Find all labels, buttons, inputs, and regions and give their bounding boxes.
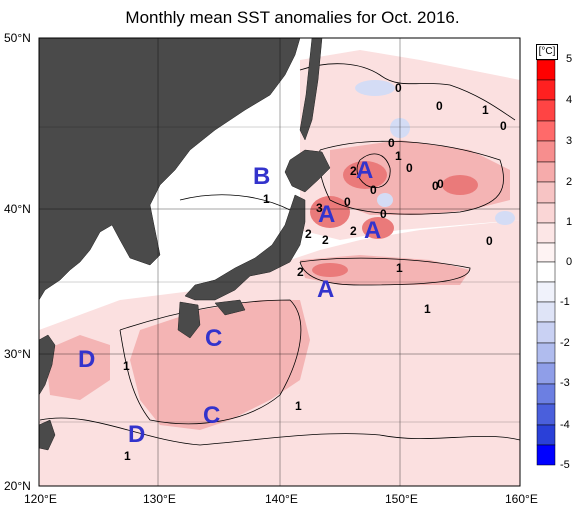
region-label-c: C <box>203 402 220 429</box>
lon-label: 120°E <box>24 492 57 506</box>
contour-label: 3 <box>316 201 323 215</box>
colorbar-tick: 1 <box>566 216 573 228</box>
contour-label: 1 <box>263 192 270 206</box>
region-label-d: D <box>128 421 145 448</box>
honshu <box>184 194 306 301</box>
contour-label: 1 <box>395 149 402 163</box>
contour-label: 0 <box>406 161 413 175</box>
lat-label: 20°N <box>4 479 31 493</box>
anomaly-region-strong <box>442 175 478 195</box>
region-label-a: A <box>317 276 334 303</box>
contour-label: 2 <box>350 164 357 178</box>
contour-label: 1 <box>424 302 431 316</box>
contour-label: 0 <box>344 195 351 209</box>
continent <box>38 37 301 301</box>
contour-label: 1 <box>123 359 130 373</box>
contour-label: 0 <box>437 177 444 191</box>
colorbar-tick: -1 <box>560 296 570 308</box>
lat-label: 40°N <box>4 202 31 216</box>
anomaly-region-strong <box>343 161 387 189</box>
contour-label: 0 <box>395 81 402 95</box>
shikoku <box>214 299 246 316</box>
colorbar-tick: 5 <box>566 53 573 65</box>
lon-label: 130°E <box>143 492 176 506</box>
anomaly-region-cold <box>355 80 395 96</box>
lat-label: 50°N <box>4 31 31 45</box>
map-frame <box>38 37 521 487</box>
colorbar-tick: 4 <box>566 94 573 106</box>
contour-label: 1 <box>482 103 489 117</box>
land <box>38 37 331 451</box>
colorbar-tick: 0 <box>566 256 573 268</box>
colorbar-tick: -4 <box>560 419 570 431</box>
anomaly-region-mid <box>330 140 510 215</box>
lon-label: 140°E <box>265 492 298 506</box>
contour-label: 2 <box>297 265 304 279</box>
region-label-a: A <box>356 157 373 184</box>
contour-labels: 0 0 1 0 0 1 0 0 2 3 0 2 0 0 1 2 2 2 1 1 … <box>123 81 507 463</box>
region-label-c: C <box>205 325 222 352</box>
anomaly-region-strong <box>310 196 350 228</box>
colorbar-tick: 3 <box>566 135 573 147</box>
lat-label: 30°N <box>4 347 31 361</box>
anomaly-region-cold <box>377 193 393 207</box>
kyushu <box>177 301 201 339</box>
anomaly-region-strong <box>362 217 394 239</box>
contour-label: 0 <box>370 183 377 197</box>
lon-label: 160°E <box>505 492 538 506</box>
colorbar-tick: -5 <box>560 459 570 471</box>
region-labels: A A A A B C C D D <box>78 157 381 448</box>
contour-label: 0 <box>486 234 493 248</box>
contour-label: 0 <box>436 99 443 113</box>
contour-label: 0 <box>500 119 507 133</box>
contour-label: 0 <box>388 136 395 150</box>
contour-label: 0 <box>432 179 439 193</box>
contour-label: 2 <box>305 227 312 241</box>
contour-label: 2 <box>350 224 357 238</box>
contour-label: 0 <box>380 207 387 221</box>
anomaly-region-mid <box>130 300 310 430</box>
region-label-d: D <box>78 346 95 373</box>
contour-label: 2 <box>322 233 329 247</box>
contour-label: 1 <box>396 261 403 275</box>
hokkaido <box>284 149 331 193</box>
grid <box>39 38 520 486</box>
colorbar-unit: [°C] <box>536 44 558 60</box>
colorbar-tick: -2 <box>560 337 570 349</box>
anomaly-region-mid <box>300 255 470 285</box>
contour-label: 1 <box>124 449 131 463</box>
colorbar-tick: 2 <box>566 176 573 188</box>
contour-label: 1 <box>295 399 302 413</box>
colorbar <box>536 59 556 466</box>
region-label-a: A <box>318 201 335 228</box>
map-title: Monthly mean SST anomalies for Oct. 2016… <box>125 8 460 27</box>
sakhalin <box>299 37 323 141</box>
anomaly-region-mid <box>45 335 110 400</box>
region-label-a: A <box>364 217 381 244</box>
region-label-b: B <box>253 163 270 190</box>
lon-label: 150°E <box>385 492 418 506</box>
colorbar-tick: -3 <box>560 377 570 389</box>
anomaly-region-strong <box>312 263 348 277</box>
anomaly-region-cold <box>495 211 515 225</box>
